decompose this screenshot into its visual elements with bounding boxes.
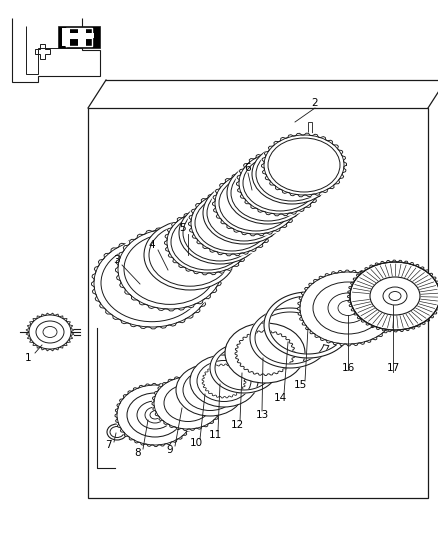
Ellipse shape bbox=[219, 175, 293, 231]
Ellipse shape bbox=[268, 138, 340, 192]
Bar bbox=[62, 28, 70, 46]
Bar bbox=[263, 158, 267, 238]
Polygon shape bbox=[235, 330, 295, 376]
Ellipse shape bbox=[207, 185, 281, 241]
Ellipse shape bbox=[183, 205, 257, 261]
Ellipse shape bbox=[43, 327, 57, 337]
Ellipse shape bbox=[328, 293, 368, 323]
Text: 9: 9 bbox=[167, 445, 173, 455]
Ellipse shape bbox=[389, 292, 401, 301]
Ellipse shape bbox=[107, 424, 127, 440]
Ellipse shape bbox=[236, 149, 325, 216]
Ellipse shape bbox=[29, 315, 71, 349]
Bar bbox=[238, 177, 242, 257]
Text: 14: 14 bbox=[273, 393, 286, 403]
Ellipse shape bbox=[225, 323, 305, 383]
Text: 12: 12 bbox=[230, 420, 244, 430]
Polygon shape bbox=[58, 26, 100, 48]
Ellipse shape bbox=[137, 401, 173, 429]
Text: 13: 13 bbox=[255, 410, 268, 420]
Text: 10: 10 bbox=[190, 438, 202, 448]
Ellipse shape bbox=[176, 364, 244, 416]
Ellipse shape bbox=[124, 233, 216, 304]
Ellipse shape bbox=[110, 426, 124, 438]
Ellipse shape bbox=[150, 411, 160, 419]
Ellipse shape bbox=[91, 236, 213, 329]
Ellipse shape bbox=[203, 182, 285, 244]
Ellipse shape bbox=[197, 360, 251, 401]
Polygon shape bbox=[250, 308, 328, 368]
Bar bbox=[78, 28, 86, 46]
Text: 6: 6 bbox=[245, 163, 251, 173]
Ellipse shape bbox=[101, 244, 203, 322]
Ellipse shape bbox=[383, 287, 407, 305]
Ellipse shape bbox=[36, 321, 64, 343]
Ellipse shape bbox=[190, 355, 258, 407]
Ellipse shape bbox=[164, 384, 212, 422]
Text: 3: 3 bbox=[113, 255, 119, 265]
Ellipse shape bbox=[149, 224, 231, 286]
Text: 15: 15 bbox=[293, 380, 307, 390]
Text: 2: 2 bbox=[312, 98, 318, 108]
Text: 1: 1 bbox=[25, 353, 31, 363]
Text: 4: 4 bbox=[148, 240, 155, 250]
Ellipse shape bbox=[163, 208, 252, 276]
Ellipse shape bbox=[183, 369, 237, 410]
Ellipse shape bbox=[261, 132, 347, 198]
Ellipse shape bbox=[152, 375, 224, 431]
Ellipse shape bbox=[171, 214, 245, 270]
Ellipse shape bbox=[195, 195, 269, 251]
Polygon shape bbox=[264, 292, 351, 358]
Ellipse shape bbox=[227, 162, 309, 224]
Ellipse shape bbox=[252, 144, 332, 204]
Ellipse shape bbox=[256, 147, 328, 201]
Ellipse shape bbox=[179, 202, 261, 264]
Text: 5: 5 bbox=[180, 223, 186, 233]
Text: 17: 17 bbox=[386, 363, 399, 373]
Text: 7: 7 bbox=[105, 440, 111, 450]
Polygon shape bbox=[210, 343, 276, 393]
Bar bbox=[288, 138, 292, 218]
Ellipse shape bbox=[231, 165, 305, 221]
Text: 11: 11 bbox=[208, 430, 222, 440]
Bar bbox=[163, 235, 167, 315]
Ellipse shape bbox=[350, 262, 438, 330]
Text: 8: 8 bbox=[135, 448, 141, 458]
Ellipse shape bbox=[127, 393, 183, 437]
Ellipse shape bbox=[115, 384, 195, 446]
Ellipse shape bbox=[313, 282, 383, 334]
Text: 16: 16 bbox=[341, 363, 355, 373]
Bar bbox=[198, 208, 202, 288]
Ellipse shape bbox=[338, 301, 358, 316]
Ellipse shape bbox=[114, 227, 226, 312]
Ellipse shape bbox=[243, 155, 317, 211]
Ellipse shape bbox=[212, 169, 300, 237]
Ellipse shape bbox=[298, 270, 398, 346]
Bar bbox=[62, 33, 94, 38]
Bar bbox=[308, 122, 312, 202]
Ellipse shape bbox=[144, 220, 236, 290]
Ellipse shape bbox=[370, 277, 420, 315]
Ellipse shape bbox=[145, 407, 165, 423]
Ellipse shape bbox=[187, 189, 276, 257]
